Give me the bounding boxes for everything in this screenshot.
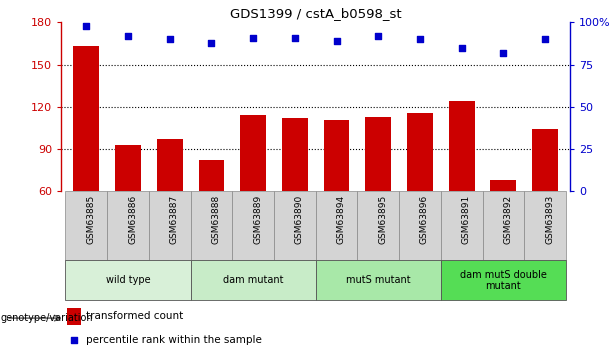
Text: GSM63889: GSM63889: [253, 195, 262, 244]
Text: GSM63890: GSM63890: [295, 195, 304, 244]
Bar: [324, 120, 349, 191]
Point: [332, 38, 341, 44]
Bar: [282, 118, 308, 191]
Bar: [441, 191, 482, 260]
Point: [457, 45, 466, 50]
Text: wild type: wild type: [105, 275, 150, 285]
Point: [373, 33, 383, 39]
Text: GSM63896: GSM63896: [420, 195, 429, 244]
Text: GSM63893: GSM63893: [545, 195, 554, 244]
Text: genotype/variation: genotype/variation: [1, 313, 93, 323]
Text: GSM63895: GSM63895: [378, 195, 387, 244]
Point: [69, 337, 79, 342]
Bar: [67, 308, 81, 325]
Bar: [274, 191, 316, 260]
Title: GDS1399 / cstA_b0598_st: GDS1399 / cstA_b0598_st: [230, 7, 402, 20]
Bar: [316, 191, 357, 260]
Bar: [149, 191, 191, 260]
Bar: [240, 115, 266, 191]
Bar: [157, 139, 183, 191]
Text: transformed count: transformed count: [86, 311, 183, 321]
Text: GSM63885: GSM63885: [86, 195, 96, 244]
Bar: [532, 129, 558, 191]
Text: GSM63886: GSM63886: [128, 195, 137, 244]
Bar: [482, 191, 524, 260]
Bar: [74, 46, 99, 191]
Bar: [199, 160, 224, 191]
Text: dam mutS double
mutant: dam mutS double mutant: [460, 269, 547, 291]
Bar: [357, 191, 399, 260]
Bar: [66, 260, 191, 300]
Bar: [365, 117, 391, 191]
Bar: [232, 191, 274, 260]
Text: GSM63887: GSM63887: [170, 195, 179, 244]
Bar: [316, 260, 441, 300]
Bar: [66, 191, 107, 260]
Bar: [191, 260, 316, 300]
Point: [498, 50, 508, 56]
Bar: [399, 191, 441, 260]
Bar: [107, 191, 149, 260]
Bar: [115, 145, 141, 191]
Point: [165, 37, 175, 42]
Point: [248, 35, 258, 40]
Text: dam mutant: dam mutant: [223, 275, 283, 285]
Bar: [191, 191, 232, 260]
Bar: [441, 260, 566, 300]
Text: GSM63891: GSM63891: [462, 195, 471, 244]
Point: [290, 35, 300, 40]
Text: percentile rank within the sample: percentile rank within the sample: [86, 335, 262, 345]
Point: [415, 37, 425, 42]
Bar: [407, 112, 433, 191]
Text: GSM63894: GSM63894: [337, 195, 346, 244]
Point: [82, 23, 91, 29]
Bar: [449, 101, 474, 191]
Bar: [524, 191, 566, 260]
Point: [123, 33, 133, 39]
Point: [207, 40, 216, 46]
Text: mutS mutant: mutS mutant: [346, 275, 411, 285]
Bar: [490, 180, 516, 191]
Text: GSM63888: GSM63888: [211, 195, 221, 244]
Point: [540, 37, 550, 42]
Text: GSM63892: GSM63892: [503, 195, 512, 244]
